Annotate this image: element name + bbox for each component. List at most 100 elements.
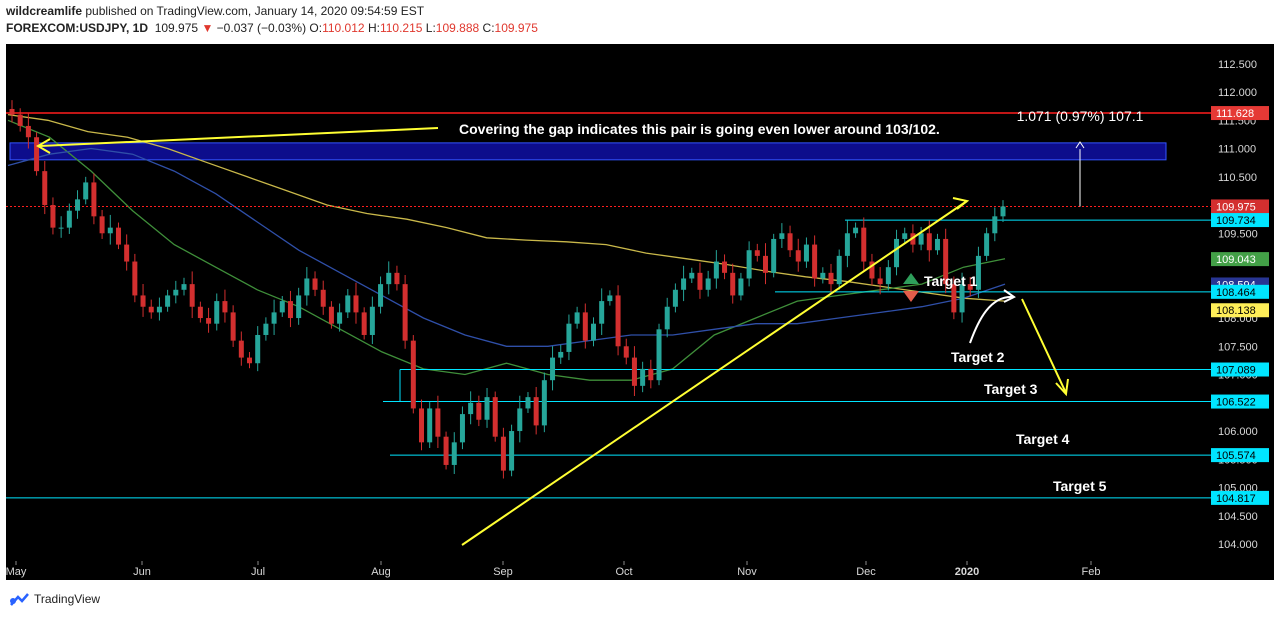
candle-body[interactable] [75, 199, 81, 211]
candle-body[interactable] [320, 289, 326, 307]
candle-body[interactable] [664, 306, 670, 330]
candle-body[interactable] [771, 238, 777, 273]
candle-body[interactable] [836, 255, 842, 285]
candle-body[interactable] [50, 205, 56, 228]
candle-body[interactable] [844, 233, 850, 256]
author-name[interactable]: wildcreamlife [6, 4, 83, 18]
candle-body[interactable] [328, 306, 334, 324]
candle-body[interactable] [443, 436, 449, 465]
candle-body[interactable] [787, 233, 793, 251]
candle-body[interactable] [140, 295, 146, 307]
candle-body[interactable] [795, 250, 801, 262]
candle-body[interactable] [672, 289, 678, 307]
candle-body[interactable] [697, 272, 703, 290]
candle-body[interactable] [238, 340, 244, 358]
candle-body[interactable] [525, 397, 531, 409]
candle-body[interactable] [812, 244, 818, 279]
candle-body[interactable] [107, 227, 113, 234]
candle-body[interactable] [214, 301, 220, 324]
candle-body[interactable] [828, 272, 834, 285]
downside-arrow[interactable] [1021, 298, 1067, 394]
candle-body[interactable] [861, 227, 867, 262]
candle-body[interactable] [754, 250, 760, 256]
plot-area[interactable] [6, 44, 1211, 580]
candle-body[interactable] [271, 312, 277, 324]
candle-body[interactable] [173, 289, 179, 296]
candle-body[interactable] [25, 125, 31, 138]
candle-body[interactable] [459, 414, 465, 443]
candle-body[interactable] [165, 295, 171, 307]
candle-body[interactable] [197, 306, 203, 319]
candle-body[interactable] [386, 272, 392, 285]
candle-body[interactable] [419, 408, 425, 443]
candle-body[interactable] [402, 284, 408, 341]
candle-body[interactable] [853, 227, 859, 234]
candle-body[interactable] [820, 272, 826, 279]
candle-body[interactable] [66, 210, 72, 228]
candle-body[interactable] [623, 346, 629, 358]
candle-body[interactable] [877, 278, 883, 285]
candle-body[interactable] [631, 357, 637, 386]
candle-body[interactable] [607, 295, 613, 302]
candle-body[interactable] [312, 278, 318, 290]
candle-body[interactable] [640, 368, 646, 386]
price-tag[interactable] [1211, 490, 1269, 505]
candle-body[interactable] [353, 295, 359, 313]
candle-body[interactable] [156, 306, 162, 313]
candle-body[interactable] [705, 278, 711, 290]
candle-body[interactable] [959, 284, 965, 313]
candle-body[interactable] [91, 182, 97, 217]
candle-body[interactable] [337, 312, 343, 324]
candle-body[interactable] [746, 250, 752, 279]
candle-body[interactable] [951, 284, 957, 313]
candle-body[interactable] [9, 108, 15, 115]
candle-body[interactable] [934, 238, 940, 251]
candle-body[interactable] [894, 238, 900, 268]
candle-body[interactable] [296, 295, 302, 319]
candle-body[interactable] [681, 278, 687, 290]
candle-body[interactable] [42, 171, 48, 206]
candle-body[interactable] [83, 182, 89, 200]
candle-body[interactable] [722, 261, 728, 273]
candle-body[interactable] [378, 284, 384, 307]
gap-zone[interactable] [9, 142, 1167, 161]
time-axis[interactable] [6, 561, 1211, 580]
price-tag[interactable] [1211, 106, 1269, 121]
candle-body[interactable] [58, 227, 64, 229]
candle-body[interactable] [222, 301, 228, 313]
candle-body[interactable] [34, 137, 40, 172]
candle-body[interactable] [975, 255, 981, 290]
candle-body[interactable] [189, 284, 195, 307]
candle-body[interactable] [263, 323, 269, 335]
candle-body[interactable] [918, 233, 924, 245]
candle-body[interactable] [206, 318, 212, 324]
candle-body[interactable] [869, 261, 875, 279]
candle-body[interactable] [427, 408, 433, 443]
candle-body[interactable] [410, 340, 416, 409]
candle-body[interactable] [115, 227, 121, 245]
candle-body[interactable] [648, 368, 654, 381]
price-tag[interactable] [1211, 362, 1269, 377]
candle-body[interactable] [148, 306, 154, 313]
candle-body[interactable] [943, 238, 949, 285]
candle-body[interactable] [181, 284, 187, 290]
candle-body[interactable] [361, 312, 367, 335]
candle-body[interactable] [1000, 206, 1006, 217]
candle-body[interactable] [992, 216, 998, 234]
candle-body[interactable] [476, 402, 482, 420]
candle-body[interactable] [124, 244, 130, 262]
candle-body[interactable] [566, 323, 572, 352]
candle-body[interactable] [17, 114, 23, 126]
price-chart[interactable]: Covering the gap indicates this pair is … [0, 41, 1274, 581]
candle-body[interactable] [533, 397, 539, 426]
candle-body[interactable] [689, 272, 695, 279]
candle-body[interactable] [247, 357, 253, 364]
candle-body[interactable] [590, 323, 596, 341]
candle-body[interactable] [435, 408, 441, 437]
candle-body[interactable] [656, 329, 662, 381]
tradingview-logo[interactable]: TradingView [8, 592, 100, 606]
candle-body[interactable] [304, 278, 310, 296]
candle-body[interactable] [902, 233, 908, 239]
candle-body[interactable] [730, 272, 736, 296]
candle-body[interactable] [451, 442, 457, 465]
